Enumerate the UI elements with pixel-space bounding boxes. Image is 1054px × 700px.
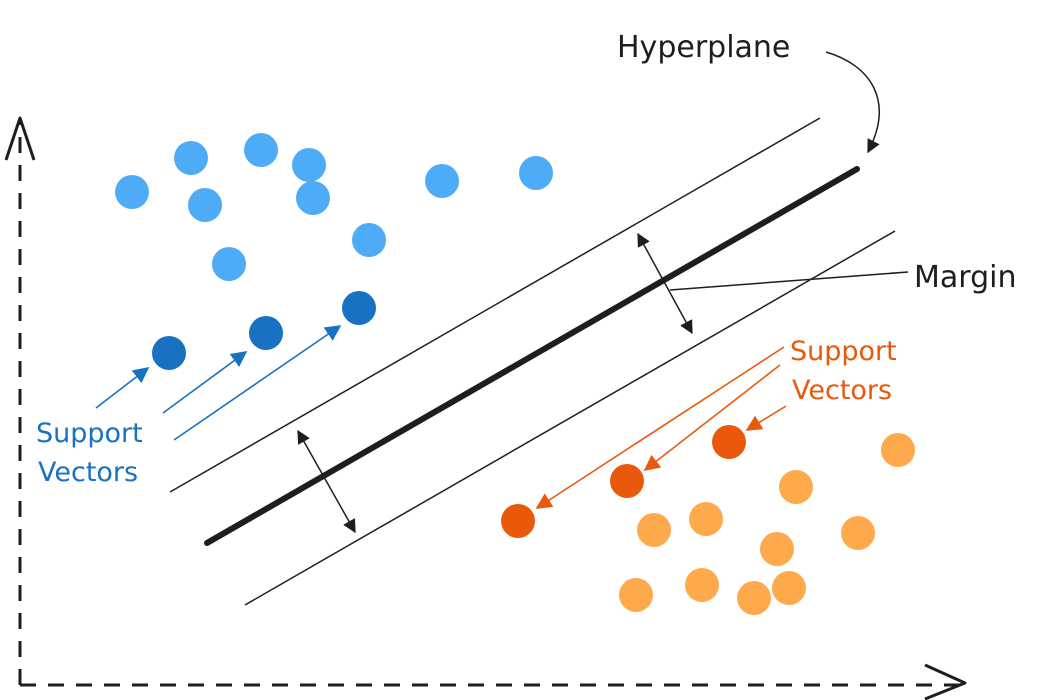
blue-support-vector	[342, 291, 376, 325]
blue-point	[188, 188, 222, 222]
lower-margin-line	[244, 230, 896, 606]
blue-point	[115, 175, 149, 209]
support-vectors-label-left-line2: Vectors	[38, 457, 138, 488]
orange-point	[760, 532, 794, 566]
blue-point	[292, 148, 326, 182]
orange-pointer-arrow	[745, 405, 787, 431]
blue-point	[212, 247, 246, 281]
blue-point	[296, 181, 330, 215]
orange-support-vector	[712, 425, 746, 459]
orange-point	[685, 568, 719, 602]
blue-point	[244, 133, 278, 167]
blue-pointer-arrow	[95, 367, 150, 409]
blue-pointer-arrow	[173, 325, 342, 441]
blue-support-arrows	[95, 325, 342, 441]
orange-pointer-arrow	[535, 346, 785, 509]
orange-class-points	[619, 433, 915, 615]
margin-label-connector	[669, 271, 909, 291]
orange-point	[772, 571, 806, 605]
orange-support-arrows	[535, 346, 787, 509]
blue-pointer-arrow	[162, 351, 248, 414]
support-vectors-label-right-line1: Support	[790, 336, 897, 367]
hyperplane-line	[204, 166, 860, 546]
blue-support-vector	[152, 336, 186, 370]
orange-point	[881, 433, 915, 467]
orange-point	[841, 516, 875, 550]
orange-point	[737, 581, 771, 615]
orange-point	[779, 470, 813, 504]
orange-point	[637, 513, 671, 547]
upper-margin-line	[169, 117, 821, 493]
blue-point	[174, 141, 208, 175]
hyperplane-label-arrow	[825, 51, 880, 154]
support-vectors-label-left-line1: Support	[36, 418, 143, 449]
y-axis-arrowhead	[4, 116, 36, 161]
blue-support-vector	[249, 316, 283, 350]
orange-support-vector	[501, 504, 535, 538]
orange-support-vectors	[501, 425, 746, 538]
support-vectors-label-right-line2: Vectors	[792, 375, 892, 406]
hyperplane-label: Hyperplane	[617, 30, 790, 65]
orange-point	[619, 578, 653, 612]
margin-double-arrow-upper	[637, 232, 693, 335]
blue-point	[352, 223, 386, 257]
blue-point	[425, 164, 459, 198]
orange-pointer-arrow	[643, 364, 781, 471]
margin-double-arrow-lower	[297, 429, 356, 534]
blue-point	[519, 156, 553, 190]
orange-support-vector	[610, 464, 644, 498]
x-axis-arrowhead	[924, 663, 967, 700]
margin-label: Margin	[914, 260, 1016, 295]
blue-support-vectors	[152, 291, 376, 370]
orange-point	[689, 502, 723, 536]
blue-class-points	[115, 133, 553, 281]
axes	[4, 116, 967, 700]
